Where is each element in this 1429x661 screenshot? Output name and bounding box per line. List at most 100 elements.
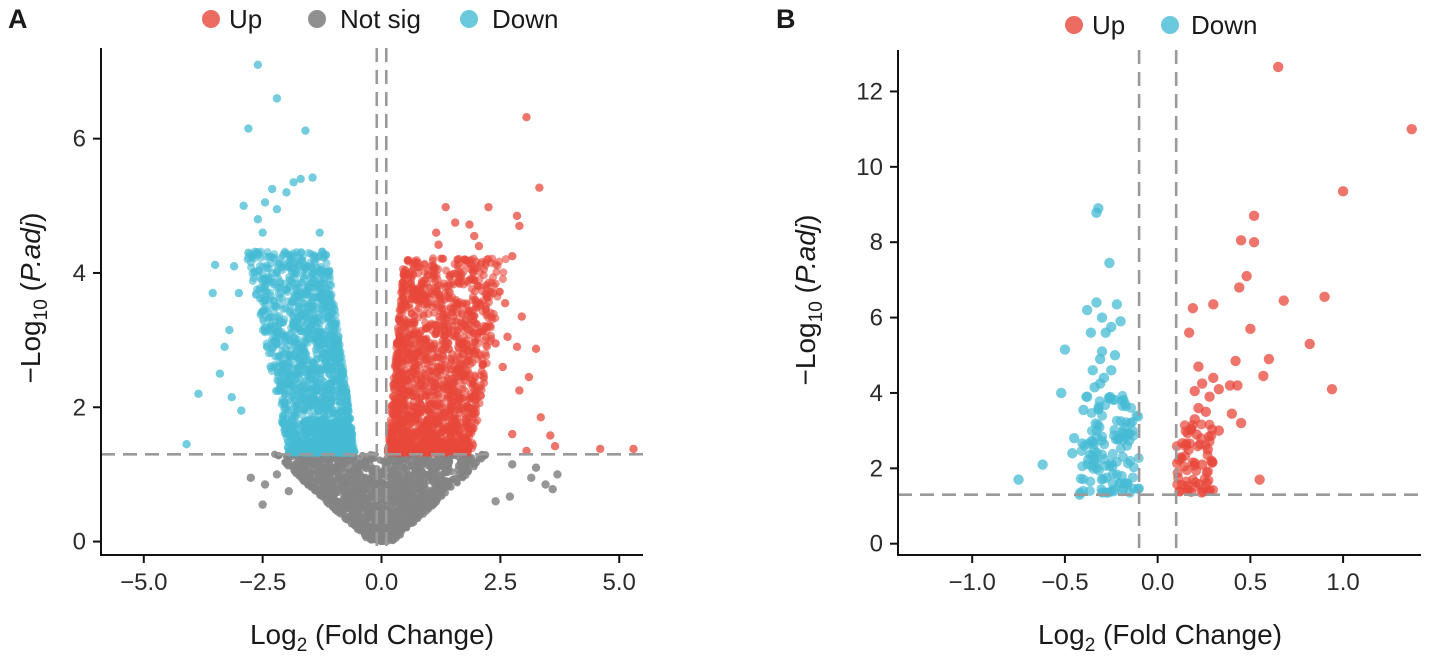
down-point: [278, 252, 287, 261]
up-point: [396, 355, 405, 364]
down-point: [328, 409, 337, 418]
down-point: [243, 255, 252, 264]
down-point: [225, 325, 234, 335]
up-point: [446, 281, 455, 290]
down-point: [272, 283, 281, 292]
up-point: [471, 295, 480, 304]
up-point: [524, 372, 534, 382]
not-sig-point: [369, 503, 377, 511]
not-sig-point: [372, 480, 380, 488]
down-point: [274, 387, 283, 396]
down-point: [289, 294, 298, 303]
up-point: [412, 365, 421, 374]
not-sig-point: [403, 488, 411, 497]
down-point: [280, 390, 289, 399]
down-point: [287, 255, 296, 264]
down-point: [272, 94, 282, 103]
up-point: [522, 112, 531, 122]
up-point: [472, 345, 481, 354]
down-point: [1075, 473, 1086, 484]
down-point: [285, 418, 294, 427]
up-point: [1189, 414, 1200, 425]
not-sig-point: [312, 458, 320, 467]
up-point: [463, 436, 472, 445]
up-point: [1230, 355, 1241, 367]
up-point: [1278, 295, 1289, 306]
up-point: [1202, 444, 1213, 455]
not-sig-point: [327, 481, 335, 489]
not-sig-point: [414, 479, 422, 488]
up-point: [1254, 474, 1265, 485]
up-point: [1193, 361, 1204, 372]
up-point: [481, 349, 490, 358]
x-tick-label: 0.5: [1234, 569, 1267, 596]
up-point: [484, 202, 493, 212]
up-point: [491, 339, 500, 348]
down-point: [258, 262, 267, 271]
up-point: [493, 261, 502, 270]
down-point: [305, 328, 314, 337]
down-point: [1037, 459, 1048, 470]
down-point: [302, 313, 311, 322]
not-sig-point: [407, 512, 415, 520]
up-point: [464, 306, 473, 315]
down-point: [244, 124, 253, 133]
up-point: [1245, 323, 1256, 335]
up-point: [464, 405, 473, 414]
up-point: [410, 436, 419, 445]
up-point: [434, 418, 443, 427]
down-point: [293, 369, 302, 378]
up-point: [386, 415, 395, 424]
not-sig-point: [398, 466, 406, 474]
legend-up-label: Up: [229, 4, 262, 34]
up-point: [1241, 270, 1252, 282]
down-point: [274, 372, 283, 381]
down-point: [340, 378, 349, 387]
x-tick-label: 0.0: [365, 569, 398, 596]
up-point: [1198, 483, 1209, 494]
down-point: [311, 447, 320, 456]
up-point: [480, 372, 489, 381]
not-sig-point: [368, 535, 376, 544]
not-sig-point: [444, 483, 452, 491]
not-sig-point: [345, 470, 354, 478]
down-point: [1102, 487, 1113, 498]
y-tick-label: 4: [73, 260, 86, 287]
not-sig-point: [333, 483, 341, 491]
down-point: [237, 406, 246, 415]
not-sig-point: [381, 523, 389, 531]
down-point: [292, 266, 301, 275]
down-point: [301, 368, 310, 377]
down-point: [286, 426, 295, 435]
down-point: [290, 325, 299, 334]
down-point: [1091, 207, 1102, 219]
panel-a-legend: Up Not sig Down: [202, 4, 558, 34]
down-point: [282, 188, 291, 197]
up-point: [472, 319, 481, 328]
panel-a-y-axis-title: −Log10 (P.adj): [15, 213, 52, 384]
not-sig-point: [363, 455, 371, 463]
up-point: [436, 254, 445, 263]
not-sig-point: [357, 487, 365, 496]
panel-b-threshold-lines: [898, 50, 1421, 555]
up-point: [424, 407, 433, 416]
legend-down-marker: [1161, 16, 1179, 34]
panel-a: A Up Not sig Down −5.0 −2.5 0.0 2.5 5.00246 …: [8, 4, 643, 656]
down-point: [1104, 257, 1115, 269]
down-point: [321, 421, 330, 430]
not-sig-point: [369, 473, 377, 481]
not-sig-point: [423, 474, 431, 482]
not-sig-point: [334, 474, 342, 482]
up-point: [480, 265, 489, 274]
not-sig-point: [420, 490, 429, 498]
up-point: [536, 413, 545, 422]
not-sig-point: [402, 501, 410, 509]
up-point: [433, 401, 442, 410]
down-point: [1081, 391, 1093, 402]
up-point: [431, 435, 440, 444]
down-point: [310, 394, 319, 403]
legend-up-marker: [1065, 16, 1083, 34]
down-point: [263, 342, 272, 351]
up-point: [398, 362, 407, 371]
